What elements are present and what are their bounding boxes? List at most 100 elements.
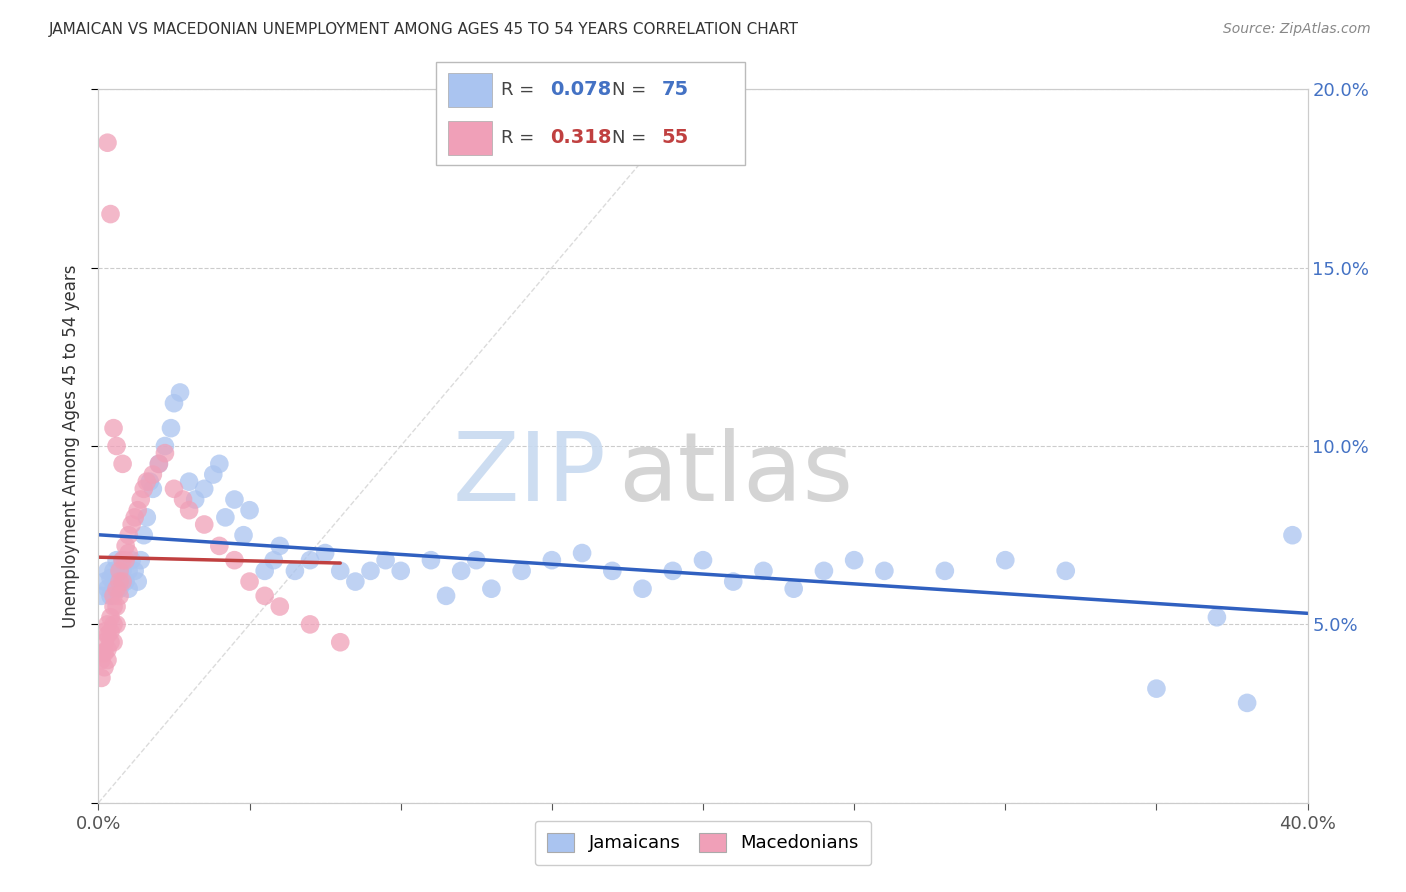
Text: atlas: atlas — [619, 428, 853, 521]
Point — [135, 510, 157, 524]
Point — [100, 635, 122, 649]
Point — [344, 574, 367, 589]
Point — [111, 574, 134, 589]
Point — [148, 457, 170, 471]
Point — [93, 574, 115, 589]
Point — [284, 564, 307, 578]
Point — [118, 528, 141, 542]
Text: 75: 75 — [662, 80, 689, 99]
Point — [93, 660, 115, 674]
Point — [93, 624, 115, 639]
Point — [103, 421, 125, 435]
Point — [96, 582, 118, 596]
Point — [105, 617, 128, 632]
Point — [121, 553, 143, 567]
Point — [114, 574, 136, 589]
Text: ZIP: ZIP — [453, 428, 606, 521]
Point — [148, 457, 170, 471]
Text: 0.318: 0.318 — [550, 128, 612, 147]
Point — [105, 553, 128, 567]
Point — [93, 646, 115, 660]
Point — [465, 553, 488, 567]
Point — [1054, 564, 1077, 578]
Text: Source: ZipAtlas.com: Source: ZipAtlas.com — [1223, 22, 1371, 37]
Point — [90, 646, 112, 660]
Point — [111, 564, 134, 578]
Point — [103, 617, 125, 632]
Point — [692, 553, 714, 567]
Point — [124, 510, 146, 524]
Point — [114, 539, 136, 553]
Text: R =: R = — [501, 128, 540, 147]
Point — [105, 599, 128, 614]
Point — [129, 492, 152, 507]
Point — [661, 564, 683, 578]
Legend: Jamaicans, Macedonians: Jamaicans, Macedonians — [534, 821, 872, 865]
Point — [96, 617, 118, 632]
Point — [269, 539, 291, 553]
Point — [329, 635, 352, 649]
Point — [389, 564, 412, 578]
Text: N =: N = — [612, 80, 652, 99]
Point — [103, 599, 125, 614]
Text: N =: N = — [612, 128, 652, 147]
Point — [208, 539, 231, 553]
Point — [184, 492, 207, 507]
Point — [93, 635, 115, 649]
Point — [172, 492, 194, 507]
Point — [108, 582, 131, 596]
FancyBboxPatch shape — [436, 62, 745, 165]
Point — [129, 553, 152, 567]
Point — [135, 475, 157, 489]
Point — [1281, 528, 1303, 542]
Point — [299, 553, 322, 567]
Point — [193, 517, 215, 532]
Point — [434, 589, 457, 603]
Point — [105, 582, 128, 596]
Point — [118, 582, 141, 596]
Bar — [449, 121, 492, 155]
Point — [108, 589, 131, 603]
Point — [127, 503, 149, 517]
Point — [105, 574, 128, 589]
Point — [239, 503, 262, 517]
Point — [100, 207, 122, 221]
Point — [90, 671, 112, 685]
Text: JAMAICAN VS MACEDONIAN UNEMPLOYMENT AMONG AGES 45 TO 54 YEARS CORRELATION CHART: JAMAICAN VS MACEDONIAN UNEMPLOYMENT AMON… — [49, 22, 799, 37]
Point — [360, 564, 382, 578]
Point — [111, 553, 134, 567]
Point — [253, 564, 276, 578]
Point — [224, 492, 246, 507]
Point — [100, 624, 122, 639]
Point — [127, 574, 149, 589]
Point — [96, 642, 118, 657]
Point — [132, 482, 155, 496]
Point — [1236, 696, 1258, 710]
Point — [571, 546, 593, 560]
Point — [873, 564, 896, 578]
Point — [420, 553, 443, 567]
Point — [208, 457, 231, 471]
Point — [1144, 681, 1167, 696]
Point — [103, 564, 125, 578]
Point — [118, 564, 141, 578]
Point — [232, 528, 254, 542]
Point — [132, 528, 155, 542]
Point — [139, 475, 162, 489]
Point — [813, 564, 835, 578]
Point — [111, 553, 134, 567]
Point — [299, 617, 322, 632]
Point — [103, 635, 125, 649]
Point — [263, 553, 285, 567]
Point — [100, 610, 122, 624]
Point — [121, 517, 143, 532]
Point — [481, 582, 503, 596]
Point — [752, 564, 775, 578]
Point — [153, 446, 176, 460]
Point — [994, 553, 1017, 567]
Point — [96, 653, 118, 667]
Point — [269, 599, 291, 614]
Text: R =: R = — [501, 80, 540, 99]
Point — [202, 467, 225, 482]
Point — [1206, 610, 1229, 624]
